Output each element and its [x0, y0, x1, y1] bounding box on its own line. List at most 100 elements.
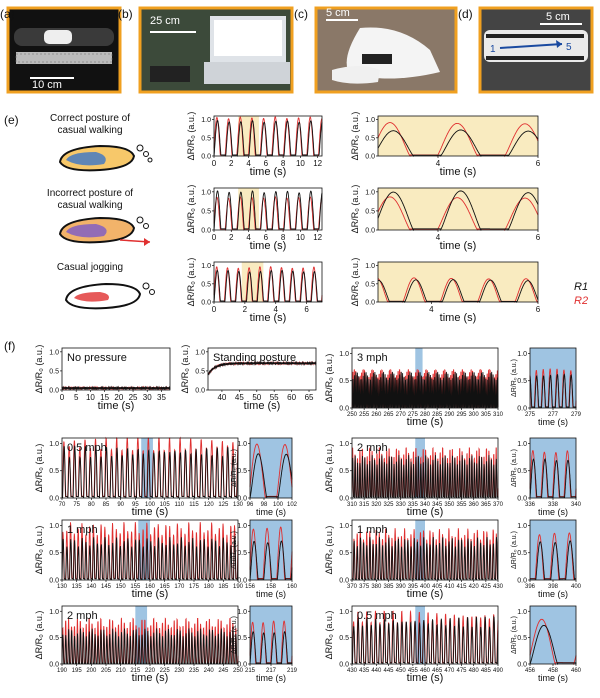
f-0.5mph-a-xtick-label-3: 85 [103, 502, 110, 508]
photo-b: 25 cm [138, 6, 294, 94]
e-walk-correct-ytick-label-0: 0.0 [201, 154, 211, 161]
f-standing-series-r1 [207, 360, 317, 376]
e-jog-xtick-label-1: 2 [243, 305, 248, 314]
f-1mph-b-xtick-label-2: 380 [371, 584, 382, 590]
f-0.5mph-a-zoom-xtick-label-3: 102 [287, 502, 298, 508]
e-walk-incorrect-ytick-label-2: 1.0 [201, 189, 211, 196]
f-0.5mph-a-series-r1 [61, 445, 239, 499]
f-2mph-b-zoom-ytick-label-1: 0.5 [237, 635, 247, 642]
f-0.5mph-b-ytick-label-2: 1.0 [339, 609, 349, 616]
f-standing-xtick-label-0: 40 [217, 393, 226, 402]
e-jog-zoom-ytick-label-2: 1.0 [365, 263, 375, 270]
f-1mph-b-ytick-label-2: 1.0 [339, 523, 349, 530]
f-3mph-zoom-xtick-label-0: 275 [525, 412, 536, 418]
f-0.5mph-a-title: 0.5 mph [67, 442, 107, 454]
f-0.5mph-a-xtick-label-8: 110 [175, 502, 185, 508]
e-walk-incorrect-xlabel: time (s) [250, 240, 287, 252]
f-no-pressure-xtick-label-4: 20 [114, 393, 123, 402]
f-1mph-b-title: 1 mph [357, 524, 388, 536]
f-1mph-a-ytick-label-0: 0.0 [49, 578, 59, 585]
f-0.5mph-b-xtick-label-11: 485 [481, 668, 492, 674]
f-0.5mph-a-xtick-label-11: 125 [218, 502, 229, 508]
f-1mph-b-xtick-label-10: 420 [469, 584, 480, 590]
f-standing-ytick-label-0: 0.0 [195, 388, 205, 395]
e-row1-label-line2: casual walking [57, 125, 122, 136]
f-1mph-a-highlight-band [138, 520, 150, 580]
f-0.5mph-b-xtick-label-3: 445 [383, 668, 394, 674]
f-1mph-a-chart: 130 135 140 145 150 155 160 165 170 175 180 185 1900… [34, 519, 244, 600]
f-0.5mph-a-zoom-xtick-label-1: 98 [261, 502, 268, 508]
f-1mph-b-xtick-label-4: 390 [396, 584, 407, 590]
f-1mph-a-zoom-xtick-label-0: 156 [245, 584, 256, 590]
e-walk-correct-zoom-series-r2 [377, 122, 539, 158]
f-2mph-b-zoom-chart: 215 217 219 0.0 0.5 1.0 time (s) ΔR/R₀ (a.u.) [231, 605, 298, 683]
e-jog-zoom-chart: 4 6 0.0 0.5 1.0 time (s) ΔR/R₀ (a.u.) [350, 258, 541, 324]
f-0.5mph-b-ytick-label-1: 0.5 [339, 635, 349, 642]
f-3mph-ylabel: ΔR/R₀ (a.u.) [324, 354, 334, 403]
f-0.5mph-b-xtick-label-7: 465 [432, 668, 443, 674]
e-walk-correct-xtick-label-4: 8 [281, 159, 286, 168]
f-1mph-b-xtick-label-11: 425 [481, 584, 492, 590]
f-2mph-b-xtick-label-1: 195 [72, 668, 83, 674]
f-0.5mph-a-xtick-label-9: 115 [189, 502, 199, 508]
f-2mph-a-zoom-ytick-label-0: 0.0 [517, 496, 527, 503]
f-1mph-a-zoom-chart: 156 158 160 0.0 0.5 1.0 time (s) ΔR/R₀ (a.u.) [231, 519, 298, 599]
panel-label-a: (a) [0, 7, 15, 21]
f-2mph-b-zoom-ylabel: ΔR/R₀ (a.u.) [231, 616, 238, 654]
e-row3-label-line1: Casual jogging [57, 262, 123, 273]
f-2mph-b-zoom-ytick-label-2: 1.0 [237, 609, 247, 616]
f-1mph-a-title: 1 mph [67, 524, 98, 536]
e-jog-xtick-label-0: 0 [212, 305, 217, 314]
f-1mph-a-zoom-series-r1 [249, 540, 293, 581]
f-standing-xtick-label-1: 45 [235, 393, 244, 402]
f-1mph-b-xtick-label-12: 430 [493, 584, 504, 590]
f-standing-xtick-label-4: 60 [287, 393, 296, 402]
f-3mph-xtick-label-5: 275 [408, 412, 419, 418]
f-2mph-a-zoom-ytick-label-2: 1.0 [517, 441, 527, 448]
e-walk-correct-zoom-ylabel: ΔR/R₀ (a.u.) [350, 112, 360, 161]
f-0.5mph-b-zoom-chart: 456 458 460 0.0 0.5 1.0 time (s) ΔR/R₀ (a.u.) [511, 605, 582, 683]
f-1mph-a-zoom-ytick-label-1: 0.5 [237, 550, 247, 557]
e-walk-correct-zoom-ytick-label-2: 1.0 [365, 117, 375, 124]
f-1mph-a-ytick-label-2: 1.0 [49, 523, 59, 530]
e-jog-zoom-frame [377, 261, 539, 303]
e-jog-zoom-ylabel: ΔR/R₀ (a.u.) [350, 258, 360, 307]
f-2mph-a-xtick-label-10: 360 [469, 502, 480, 508]
panel-label-e: (e) [4, 113, 19, 127]
f-no-pressure-ytick-label-0: 0.0 [49, 388, 59, 395]
f-0.5mph-b-zoom-ylabel: ΔR/R₀ (a.u.) [511, 616, 518, 654]
f-2mph-b-xtick-label-9: 235 [189, 668, 200, 674]
f-2mph-b-xtick-label-7: 225 [160, 668, 171, 674]
e-walk-correct-xtick-label-0: 0 [212, 159, 217, 168]
e-walk-incorrect-zoom-background [378, 188, 538, 230]
f-0.5mph-a-zoom-ylabel: ΔR/R₀ (a.u.) [231, 449, 238, 487]
f-1mph-b-xtick-label-7: 405 [432, 584, 443, 590]
f-no-pressure-xtick-label-0: 0 [60, 393, 65, 402]
f-2mph-b-xtick-label-12: 250 [233, 668, 244, 674]
e-jog-zoom-ytick-label-0: 0.0 [365, 300, 375, 307]
f-1mph-b-zoom-xtick-label-2: 400 [571, 584, 582, 590]
e-walk-correct-zoom-xlabel: time (s) [440, 166, 477, 178]
e-jog-frame [213, 261, 323, 303]
f-0.5mph-b-title: 0.5 mph [357, 610, 397, 622]
f-standing-title: Standing posture [213, 352, 296, 364]
f-1mph-b-zoom-xtick-label-0: 396 [525, 584, 536, 590]
f-1mph-b-series-r1 [352, 537, 498, 581]
f-1mph-b-xtick-label-3: 385 [383, 584, 394, 590]
e-walk-correct-xtick-label-6: 12 [313, 159, 322, 168]
e-walk-correct-ylabel: ΔR/R₀ (a.u.) [186, 112, 196, 161]
f-2mph-a-ytick-label-0: 0.0 [339, 496, 349, 503]
e-walk-correct-zoom-ytick-label-0: 0.0 [365, 154, 375, 161]
f-2mph-a-zoom-chart: 336 338 340 0.0 0.5 1.0 time (s) ΔR/R₀ (a.u.) [511, 437, 582, 517]
f-1mph-b-chart: 370 375 380 385 390 395 400 405 410 415 420 425 430 0… [324, 519, 504, 600]
f-0.5mph-b-xtick-label-2: 440 [371, 668, 382, 674]
scalebar-b: 25 cm [150, 15, 180, 27]
e-jog-ytick-label-1: 0.5 [201, 281, 211, 288]
f-3mph-zoom-xlabel: time (s) [538, 417, 568, 427]
f-2mph-b-xtick-label-11: 245 [218, 668, 229, 674]
f-3mph-zoom-xtick-label-1: 277 [548, 412, 559, 418]
e-walk-correct-xtick-label-2: 4 [246, 159, 251, 168]
scalebar-c: 5 cm [326, 7, 350, 19]
panel-label-d: (d) [458, 7, 473, 21]
e-walk-incorrect-zoom-xtick-label-1: 6 [536, 233, 541, 242]
